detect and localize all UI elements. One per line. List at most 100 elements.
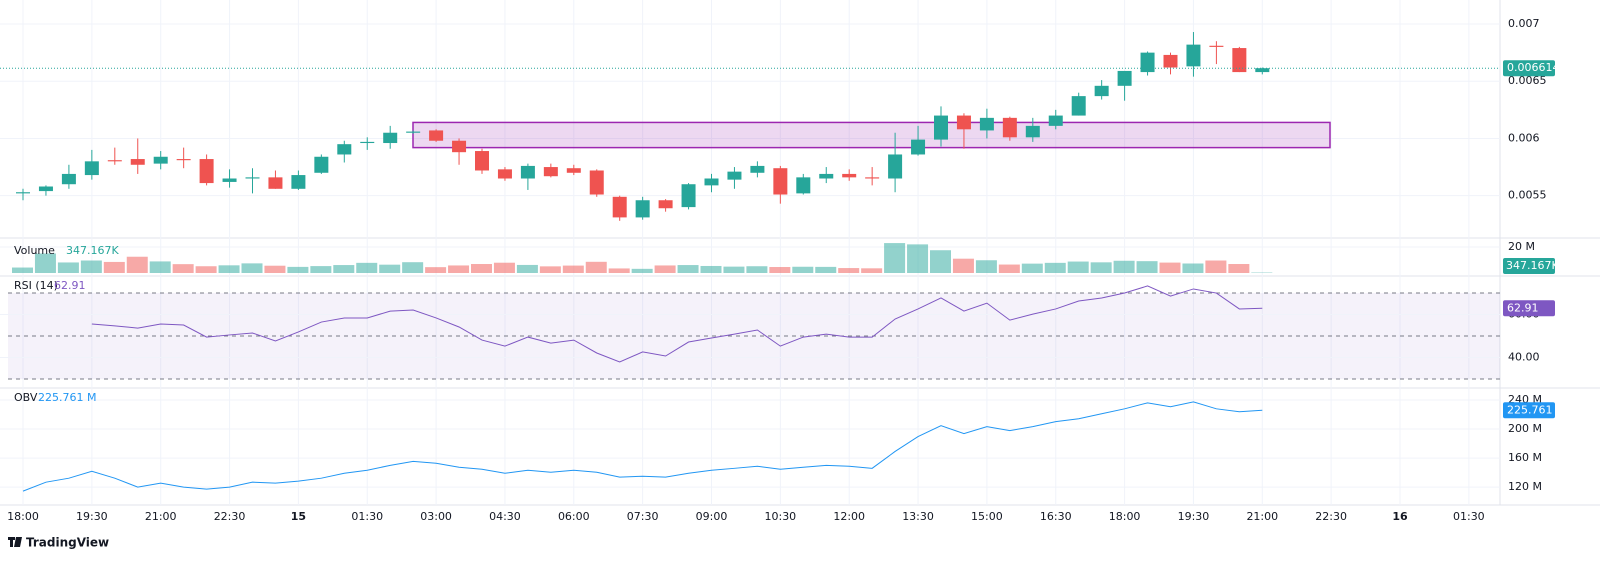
candle-body	[337, 144, 352, 155]
volume-bar	[1021, 263, 1043, 273]
candle-body	[543, 167, 558, 177]
candle-body	[934, 115, 948, 140]
volume-bar	[700, 265, 722, 273]
y-tick-label: 160 M	[1508, 451, 1542, 464]
candle-body	[199, 159, 214, 184]
volume-bar	[838, 268, 860, 273]
candle-body	[979, 117, 994, 131]
volume-bar	[884, 243, 906, 273]
candle-body	[589, 170, 604, 195]
candle-body	[796, 177, 811, 194]
volume-bar	[195, 266, 217, 273]
candle-body	[1071, 96, 1086, 116]
candle-body	[452, 140, 467, 153]
x-tick-label: 19:30	[1178, 510, 1210, 523]
volume-bar	[402, 262, 424, 273]
candle-body	[1094, 85, 1109, 97]
candle-body	[704, 178, 719, 186]
volume-bar	[126, 256, 148, 273]
x-tick-label: 15:00	[971, 510, 1003, 523]
volume-bar	[379, 264, 401, 273]
candle-body	[475, 151, 489, 171]
x-tick-label: 21:00	[1246, 510, 1278, 523]
y-tick-label: 0.006	[1508, 131, 1540, 144]
volume-bar	[998, 264, 1020, 273]
x-tick-label: 16:30	[1040, 510, 1072, 523]
volume-bar	[356, 262, 378, 273]
y-tick-label: 200 M	[1508, 422, 1542, 435]
volume-bar	[493, 262, 515, 273]
x-tick-label: 22:30	[1315, 510, 1347, 523]
candle-body	[383, 132, 398, 144]
candle-body	[406, 131, 421, 133]
indicator-badge-label: 225.761 M	[1507, 403, 1565, 416]
volume-bar	[448, 265, 470, 273]
volume-bar	[930, 250, 951, 273]
candle-body	[865, 177, 880, 179]
panel-value: 62.91	[54, 279, 86, 292]
candle-body	[314, 156, 329, 173]
volume-bar	[471, 264, 492, 273]
volume-bar	[1182, 263, 1204, 273]
price-badge-label: 0.006614	[1507, 61, 1560, 74]
price-badge	[1503, 60, 1555, 77]
brand-logo	[8, 537, 22, 547]
x-tick-label: 01:30	[1453, 510, 1485, 523]
indicator-badge	[1503, 300, 1555, 317]
candle-body	[1048, 115, 1063, 126]
volume-bar	[792, 266, 814, 273]
candle-body	[16, 192, 30, 194]
volume-bar	[149, 261, 171, 273]
candle-body	[222, 178, 237, 182]
volume-bar	[1090, 262, 1112, 273]
volume-bar	[172, 264, 194, 273]
candle-body	[1209, 45, 1224, 47]
candle-body	[153, 156, 168, 164]
candle-body	[1163, 54, 1178, 68]
candle-body	[612, 196, 627, 218]
volume-bar	[1136, 261, 1158, 273]
x-tick-label: 15	[291, 510, 306, 523]
x-tick-label: 16	[1392, 510, 1408, 523]
candle-body	[727, 171, 742, 180]
zone	[412, 121, 1331, 149]
candle-body	[911, 139, 926, 155]
candle-body	[497, 169, 512, 179]
volume-bar	[1228, 264, 1250, 273]
x-tick-label: 13:30	[902, 510, 934, 523]
candle-body	[429, 130, 444, 141]
volume-bar	[861, 268, 883, 273]
panel-title: Volume	[14, 244, 55, 257]
panel-value: 225.761 M	[38, 391, 96, 404]
candle-body	[291, 175, 306, 189]
volume-bar	[769, 267, 791, 273]
volume-bar	[425, 267, 447, 273]
volume-bar	[723, 266, 745, 273]
candle-body	[750, 165, 765, 173]
volume-bar	[562, 265, 584, 273]
volume-bar	[310, 266, 332, 273]
volume-bar	[12, 267, 33, 273]
volume-bar	[631, 268, 653, 273]
candle-body	[360, 141, 375, 144]
x-tick-label: 07:30	[627, 510, 659, 523]
candle-body	[245, 177, 260, 179]
x-tick-label: 10:30	[764, 510, 796, 523]
volume-bar	[34, 253, 56, 273]
candle-body	[1002, 117, 1017, 138]
y-tick-label: 120 M	[1508, 480, 1542, 493]
grid-layer	[0, 0, 1500, 505]
x-tick-label: 22:30	[214, 510, 246, 523]
y-tick-label: 0.0065	[1508, 74, 1547, 87]
volume-bar	[952, 258, 974, 273]
volume-bar	[1044, 262, 1066, 273]
volume-bar	[103, 261, 125, 273]
candle-body	[1255, 68, 1270, 73]
volume-bar	[1159, 262, 1181, 273]
candle-body	[681, 184, 696, 208]
volume-bar	[516, 264, 538, 273]
y-tick-label: 0.007	[1508, 17, 1540, 30]
volume-bar	[608, 268, 630, 273]
volume-bar	[264, 265, 286, 273]
